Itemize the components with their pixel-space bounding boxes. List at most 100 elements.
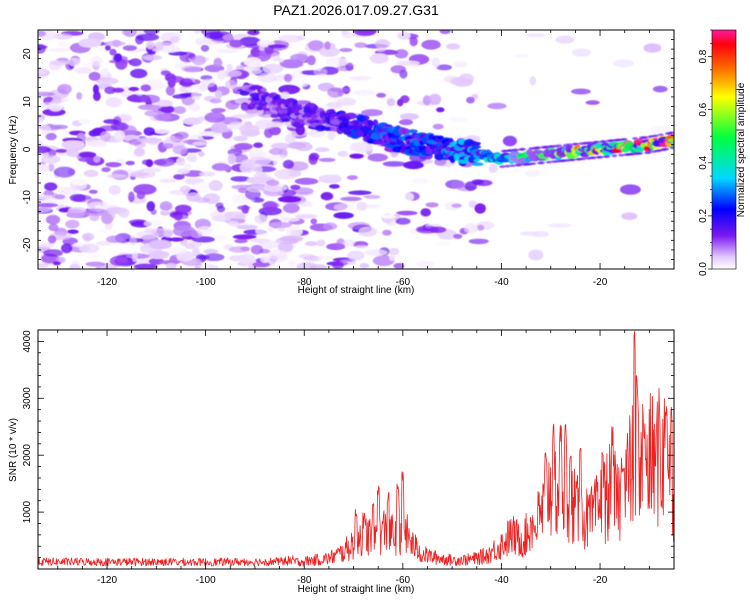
heatmap-cell bbox=[266, 179, 280, 186]
heatmap-cell bbox=[315, 147, 330, 153]
heatmap-cell bbox=[69, 263, 81, 269]
heatmap-cell bbox=[96, 143, 107, 148]
heatmap-cell bbox=[129, 235, 137, 246]
heatmap-cell bbox=[140, 94, 161, 104]
heatmap-cell bbox=[81, 232, 95, 241]
heatmap-cell bbox=[186, 192, 201, 202]
heatmap-cell bbox=[52, 96, 62, 104]
heatmap-cell bbox=[543, 151, 550, 158]
heatmap-cell bbox=[260, 87, 267, 92]
heatmap-cell bbox=[143, 127, 155, 136]
heatmap-cell bbox=[257, 72, 278, 83]
heatmap-cell bbox=[468, 238, 489, 245]
heatmap-cell bbox=[53, 166, 76, 178]
heatmap-cell bbox=[340, 196, 362, 202]
heatmap-cell bbox=[651, 125, 670, 134]
heatmap-cell bbox=[428, 93, 442, 105]
heatmap-cell bbox=[288, 142, 307, 150]
heatmap-cell bbox=[397, 98, 404, 107]
heatmap-cell bbox=[187, 153, 198, 163]
heatmap-cell bbox=[282, 159, 295, 169]
heatmap-cell bbox=[388, 141, 397, 146]
heatmap-cell bbox=[403, 161, 424, 170]
heatmap-cell bbox=[112, 87, 125, 93]
heatmap-cell bbox=[113, 53, 123, 63]
heatmap-cell bbox=[281, 118, 291, 123]
heatmap-cell bbox=[268, 126, 282, 136]
heatmap-cell bbox=[153, 113, 172, 122]
heatmap-cell bbox=[106, 235, 124, 243]
colorbar-tick-label: 0.0 bbox=[698, 262, 709, 276]
heatmap-cell bbox=[268, 221, 293, 229]
heatmap-cell bbox=[354, 42, 368, 48]
heatmap-cell bbox=[652, 134, 659, 138]
heatmap-cell bbox=[519, 147, 526, 151]
x-tick-label: -100 bbox=[196, 277, 216, 288]
heatmap-cell bbox=[471, 162, 484, 166]
heatmap-cell bbox=[99, 131, 111, 143]
heatmap-cell bbox=[138, 137, 163, 143]
heatmap-cell bbox=[349, 153, 364, 159]
heatmap-cell bbox=[174, 131, 189, 140]
figure-title: PAZ1.2026.017.09.27.G31 bbox=[273, 2, 439, 18]
heatmap-cell bbox=[620, 184, 641, 195]
heatmap-cell bbox=[88, 71, 101, 81]
heatmap-cell bbox=[122, 45, 138, 51]
x-tick-label: -40 bbox=[494, 575, 509, 586]
heatmap-cell bbox=[294, 177, 319, 185]
heatmap-cell bbox=[354, 245, 371, 251]
heatmap-cell bbox=[104, 86, 116, 95]
heatmap-cell bbox=[279, 235, 304, 243]
heatmap-cell bbox=[262, 63, 284, 74]
heatmap-cell bbox=[86, 250, 101, 261]
heatmap-cell bbox=[394, 49, 409, 59]
y-tick-label: 20 bbox=[22, 48, 33, 60]
heatmap-cell bbox=[267, 44, 287, 49]
heatmap-cell bbox=[524, 170, 541, 177]
heatmap-cell bbox=[398, 119, 414, 126]
heatmap-cell bbox=[188, 103, 201, 112]
heatmap-cell bbox=[129, 172, 150, 177]
heatmap-cell bbox=[78, 118, 91, 125]
y-tick-label: -20 bbox=[22, 237, 33, 252]
heatmap-cell bbox=[160, 70, 171, 76]
heatmap-cell bbox=[118, 207, 130, 218]
heatmap-cell bbox=[156, 100, 174, 107]
heatmap-cell bbox=[330, 87, 350, 93]
colorbar-axis: 0.0 0.2 0.4 0.6 0.8 bbox=[698, 29, 712, 276]
heatmap-cell bbox=[71, 178, 88, 186]
heatmap-cell bbox=[42, 130, 51, 135]
heatmap-cell bbox=[308, 40, 324, 51]
heatmap-cell bbox=[453, 233, 463, 239]
x-tick-label: -80 bbox=[297, 575, 312, 586]
heatmap-cell bbox=[280, 217, 300, 222]
heatmap-cell bbox=[128, 86, 140, 92]
heatmap-cell bbox=[348, 75, 373, 81]
heatmap-cell bbox=[78, 38, 102, 48]
heatmap-cell bbox=[165, 262, 177, 269]
heatmap-cell bbox=[179, 185, 191, 193]
y-tick-label: 0 bbox=[22, 146, 33, 152]
heatmap-cell bbox=[298, 201, 313, 208]
heatmap-cell bbox=[215, 202, 224, 209]
heatmap-cell bbox=[376, 92, 387, 98]
heatmap-cell bbox=[434, 240, 451, 247]
heatmap-cell bbox=[228, 255, 248, 262]
heatmap-cell bbox=[222, 34, 234, 41]
heatmap-cell bbox=[98, 228, 117, 234]
heatmap-cell bbox=[386, 98, 396, 107]
heatmap-cell bbox=[101, 213, 114, 224]
colorbar-tick-label: 0.2 bbox=[698, 209, 709, 223]
heatmap-cell bbox=[90, 56, 103, 67]
heatmap-cell bbox=[283, 73, 293, 83]
heatmap-cell bbox=[203, 248, 219, 255]
spectrogram-frame bbox=[37, 29, 675, 270]
heatmap-cell bbox=[234, 142, 253, 151]
heatmap-cell bbox=[421, 39, 441, 50]
heatmap-cell bbox=[277, 242, 294, 253]
colorbar-tick-label: 0.4 bbox=[698, 155, 709, 169]
heatmap-cell bbox=[258, 240, 280, 249]
heatmap-cell bbox=[364, 249, 388, 256]
heatmap-cell bbox=[344, 112, 358, 120]
heatmap-cell bbox=[339, 48, 353, 52]
